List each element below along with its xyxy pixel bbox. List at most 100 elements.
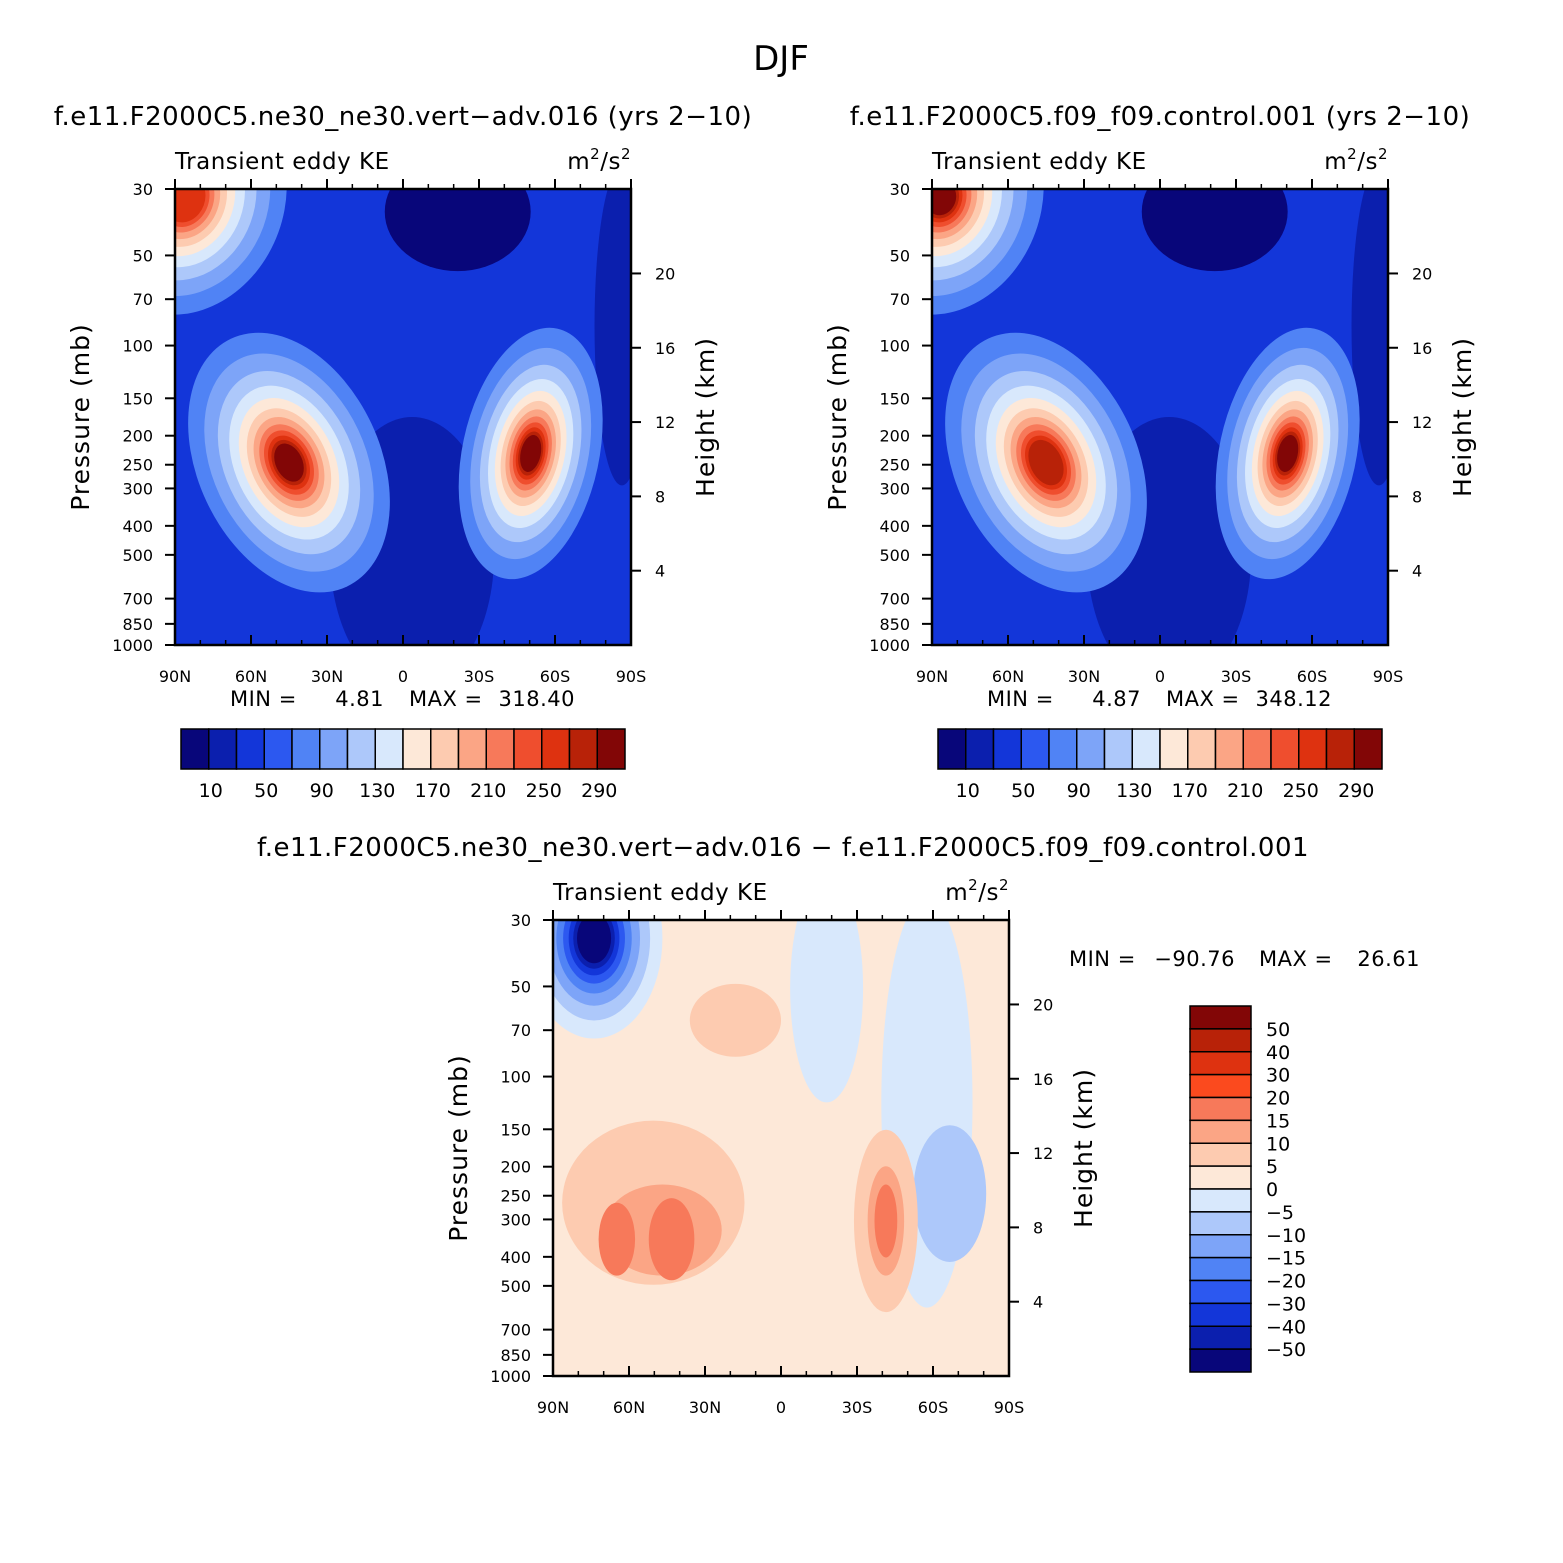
panel-3-title: f.e11.F2000C5.ne30_ne30.vert−adv.016 − f… (257, 833, 1309, 863)
panel-1-colorbar-swatch (263, 728, 293, 770)
panel-2-xtick-label: 0 (1155, 667, 1165, 686)
panel-3-nh-positive-core-2 (598, 1202, 636, 1276)
panel-2-ytick-label: 850 (879, 615, 910, 634)
panel-3-nh-positive-core (648, 1198, 695, 1281)
panel-2-units-label: m2/s2 (1324, 145, 1388, 175)
panel-1-ytick-label: 30 (133, 180, 153, 199)
panel-2-colorbar-label: 290 (1338, 780, 1374, 802)
panel-1-variable-label: Transient eddy KE (174, 149, 390, 175)
panel-1-colorbar-label: 130 (359, 780, 395, 802)
panel-1-xtick-label: 60S (540, 667, 571, 686)
panel-2-ytick-label: 1000 (869, 636, 910, 655)
panel-2-xtick-label: 90N (916, 667, 948, 686)
panel-1-colorbar-label: 250 (526, 780, 562, 802)
panel-2-colorbar-label: 50 (1011, 780, 1035, 802)
panel-2-ytick-label: 700 (879, 590, 910, 609)
panel-1-strat-minimum (384, 189, 531, 272)
panel-3-xtick-label: 90N (537, 1398, 569, 1417)
panel-3-colorbar-label: 50 (1266, 1019, 1290, 1041)
figure-title: DJF (753, 39, 809, 79)
panel-1-colorbar-label: 50 (254, 780, 278, 802)
panel-2-ylabel-right: Height (km) (1448, 337, 1477, 497)
panel-1-colorbar-label: 170 (415, 780, 451, 802)
panel-1-ytick-label: 250 (122, 456, 153, 475)
panel-3-units-label: m2/s2 (945, 876, 1009, 906)
panel-1-colorbar-swatch (457, 728, 487, 770)
panel-1-ytick-right-label: 8 (655, 487, 665, 506)
panel-3-ytick-label: 250 (500, 1187, 531, 1206)
panel-2-max-value: 348.12 (1256, 687, 1332, 711)
panel-3-colorbar-label: −40 (1266, 1316, 1306, 1338)
panel-3-ytick-label: 400 (500, 1248, 531, 1267)
panel-3-ytick-right-label: 16 (1033, 1070, 1053, 1089)
panel-2-colorbar-swatch (1048, 728, 1078, 770)
panel-2-ytick-label: 30 (890, 180, 910, 199)
panel-1-units-mid: /s (600, 149, 621, 175)
panel-3-colorbar-swatch (1189, 1096, 1252, 1122)
panel-3-ylabel: Pressure (mb) (444, 1054, 473, 1241)
panel-3-colorbar-label: 0 (1266, 1179, 1278, 1201)
panel-1-ytick-right-label: 16 (655, 339, 675, 358)
panel-1-polar-stratosphere-level-13 (175, 189, 206, 223)
panel-3-colorbar-label: 15 (1266, 1110, 1290, 1132)
panel-3-contour-field (553, 920, 1009, 1376)
panel-3-colorbar-swatch (1189, 1028, 1252, 1053)
panel-3-ytick-label: 150 (500, 1120, 531, 1139)
panel-2-contour-field (932, 189, 1388, 645)
panel-1-min-label: MIN = (230, 687, 297, 711)
panel-1-southpole-band (594, 189, 631, 486)
panel-3-colorbar-label: 5 (1266, 1156, 1278, 1178)
panel-2-units-sup2: 2 (1378, 145, 1388, 163)
panel-2-ytick-right-label: 8 (1412, 487, 1422, 506)
panel-2-xtick-label: 60S (1297, 667, 1328, 686)
panel-2-ytick-right-label: 16 (1412, 339, 1432, 358)
panel-3-colorbar-label: −30 (1266, 1293, 1306, 1315)
panel-2-colorbar-swatch (937, 728, 967, 770)
panel-3-colorbar-label: 20 (1266, 1088, 1290, 1110)
panel-1-ytick-label: 50 (133, 246, 153, 265)
panel-3-variable-label: Transient eddy KE (552, 880, 768, 906)
panel-2-nh-jet-level-14 (1028, 439, 1064, 486)
panel-2-ytick-label: 300 (879, 479, 910, 498)
panel-2-colorbar-swatch (1187, 728, 1217, 770)
panel-1-ytick-label: 700 (122, 590, 153, 609)
panel-3-colorbar-swatch (1189, 1348, 1252, 1373)
panel-2-ytick-label: 100 (879, 337, 910, 356)
panel-2-colorbar-swatch (965, 728, 995, 770)
panel-3-xtick-label: 30N (689, 1398, 721, 1417)
panel-3-xtick-label: 30S (842, 1398, 873, 1417)
panel-1-max-value: 318.40 (499, 687, 575, 711)
panel-3-ytick-label: 850 (500, 1346, 531, 1365)
panel-2-colorbar-swatch (1131, 728, 1161, 770)
panel-2-ytick-right-label: 4 (1412, 562, 1422, 581)
panel-2-xtick-label: 60N (992, 667, 1024, 686)
panel-3-polar-negative-level-15 (576, 920, 612, 964)
panel-1-contour-field (175, 189, 631, 645)
panel-3-colorbar-swatch (1189, 1256, 1252, 1282)
panel-1-colorbar-swatch (430, 728, 460, 770)
panel-3-colorbar-swatch (1189, 1188, 1252, 1213)
panel-2-ytick-right-label: 20 (1412, 264, 1432, 283)
panel-3-ytick-label: 100 (500, 1068, 531, 1087)
panel-3-colorbar-swatch (1189, 1073, 1252, 1099)
panel-1-ytick-label: 70 (133, 290, 153, 309)
panel-3-sh-positive-core (874, 1184, 898, 1258)
panel-3-units-base: m (945, 880, 968, 906)
panel-2-title: f.e11.F2000C5.f09_f09.control.001 (yrs 2… (850, 102, 1471, 132)
panel-1-ytick-label: 500 (122, 546, 153, 565)
panel-1-colorbar-swatch (208, 728, 238, 770)
panel-1-colorbar-swatch (541, 728, 571, 770)
panel-2-colorbar-swatch (1020, 728, 1050, 770)
panel-3-colorbar-label: −50 (1266, 1339, 1306, 1361)
panel-2-ytick-label: 250 (879, 456, 910, 475)
panel-1-units-label: m2/s2 (567, 145, 631, 175)
panel-3-min-value: −90.76 (1154, 947, 1235, 971)
panel-2-ytick-label: 500 (879, 546, 910, 565)
panel-1-colorbar-label: 210 (470, 780, 506, 802)
panel-1-title: f.e11.F2000C5.ne30_ne30.vert−adv.016 (yr… (54, 102, 752, 132)
panel-2-ylabel: Pressure (mb) (823, 323, 852, 510)
panel-2-colorbar-swatch (1076, 728, 1106, 770)
panel-3-xtick-label: 0 (776, 1398, 786, 1417)
